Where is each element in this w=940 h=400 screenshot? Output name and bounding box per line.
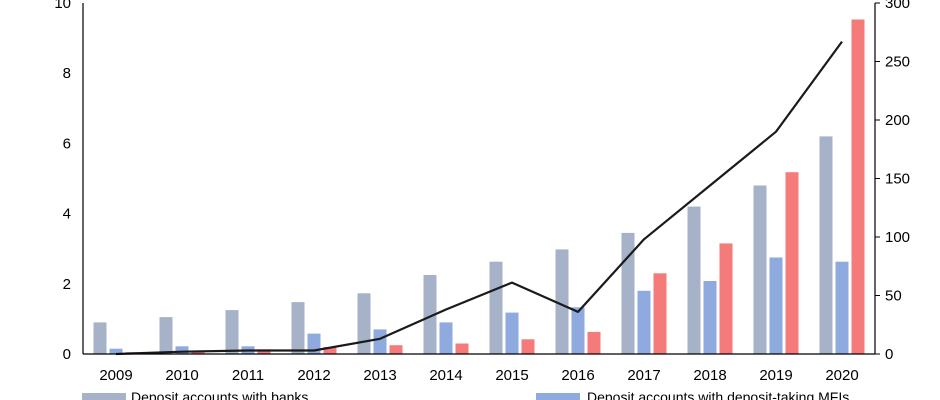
legend-swatch-mfis	[536, 393, 580, 400]
x-tick-label-2012: 2012	[297, 367, 330, 384]
x-tick-label-2020: 2020	[825, 367, 858, 384]
bar-mfis-2017	[637, 290, 651, 354]
right-tick-label-0: 0	[885, 346, 893, 363]
legend-label-banks: Deposit accounts with banks	[131, 389, 308, 400]
left-tick-label-0: 0	[63, 346, 71, 363]
line-layer	[115, 40, 843, 356]
bar-banks-2019	[753, 185, 767, 354]
bar-series3-2018	[719, 243, 733, 354]
bar-banks-2016	[555, 249, 569, 354]
bar-banks-2014	[423, 275, 437, 354]
legend-item-banks: Deposit accounts with banks	[82, 389, 308, 400]
right-tick-label-200: 200	[885, 112, 910, 129]
right-tick-label-50: 50	[885, 288, 902, 305]
bar-banks-2013	[357, 293, 371, 354]
bar-banks-2020	[819, 136, 833, 354]
bar-banks-2012	[291, 302, 305, 354]
legend-label-mfis: Deposit accounts with deposit-taking MFI…	[587, 389, 849, 400]
bar-series3-2019	[785, 172, 799, 354]
bar-series3-2012	[323, 347, 337, 354]
bars-layer	[93, 19, 865, 354]
left-tick-label-8: 8	[63, 65, 71, 82]
bar-mfis-2014	[439, 322, 453, 354]
right-tick-label-150: 150	[885, 171, 910, 188]
x-tick-label-2014: 2014	[429, 367, 462, 384]
bar-series3-2013	[389, 345, 403, 354]
bar-banks-2010	[159, 317, 173, 354]
left-tick-label-2: 2	[63, 276, 71, 293]
bar-series3-2011	[257, 349, 271, 354]
right-tick-label-300: 300	[885, 0, 910, 12]
bar-mfis-2019	[769, 257, 783, 354]
bar-mfis-2016	[571, 307, 585, 354]
bar-banks-2011	[225, 310, 239, 354]
bar-series3-2017	[653, 273, 667, 354]
bar-series3-2016	[587, 331, 601, 354]
x-tick-label-2019: 2019	[759, 367, 792, 384]
legend-item-mfis: Deposit accounts with deposit-taking MFI…	[536, 389, 849, 400]
bar-mfis-2010	[175, 346, 189, 354]
x-tick-label-2016: 2016	[561, 367, 594, 384]
bar-banks-2015	[489, 261, 503, 354]
legend: Deposit accounts with banks Deposit acco…	[82, 389, 849, 400]
right-tick-label-100: 100	[885, 229, 910, 246]
left-tick-label-10: 10	[54, 0, 71, 12]
bar-mfis-2013	[373, 329, 387, 354]
x-tick-label-2010: 2010	[165, 367, 198, 384]
x-tick-label-2017: 2017	[627, 367, 660, 384]
right-tick-label-250: 250	[885, 54, 910, 71]
x-tick-label-2018: 2018	[693, 367, 726, 384]
x-tick-label-2009: 2009	[99, 367, 132, 384]
x-tick-label-2013: 2013	[363, 367, 396, 384]
line-series-path	[115, 40, 843, 356]
bar-mfis-2015	[505, 312, 519, 354]
bar-mfis-2020	[835, 261, 849, 354]
right-axis-ticks: 0 50 100 150 200 250 300	[875, 0, 910, 363]
x-tick-label-2015: 2015	[495, 367, 528, 384]
left-axis-ticks: 0 2 4 6 8 10	[54, 0, 71, 363]
x-tick-label-2011: 2011	[232, 367, 264, 384]
bar-banks-2018	[687, 206, 701, 354]
bar-banks-2017	[621, 232, 635, 354]
bar-series3-2015	[521, 339, 535, 354]
x-axis-ticks: 2009 2010 2011 2012 2013 2014 2015 2016 2017 2018…	[99, 367, 858, 384]
left-tick-label-6: 6	[63, 135, 71, 152]
left-tick-label-4: 4	[63, 206, 71, 223]
bar-series3-2020	[851, 19, 865, 354]
bar-mfis-2018	[703, 281, 717, 354]
legend-swatch-banks	[82, 393, 126, 400]
bar-series3-2014	[455, 343, 469, 354]
bar-banks-2009	[93, 322, 107, 354]
bar-mfis-2009	[109, 348, 123, 354]
